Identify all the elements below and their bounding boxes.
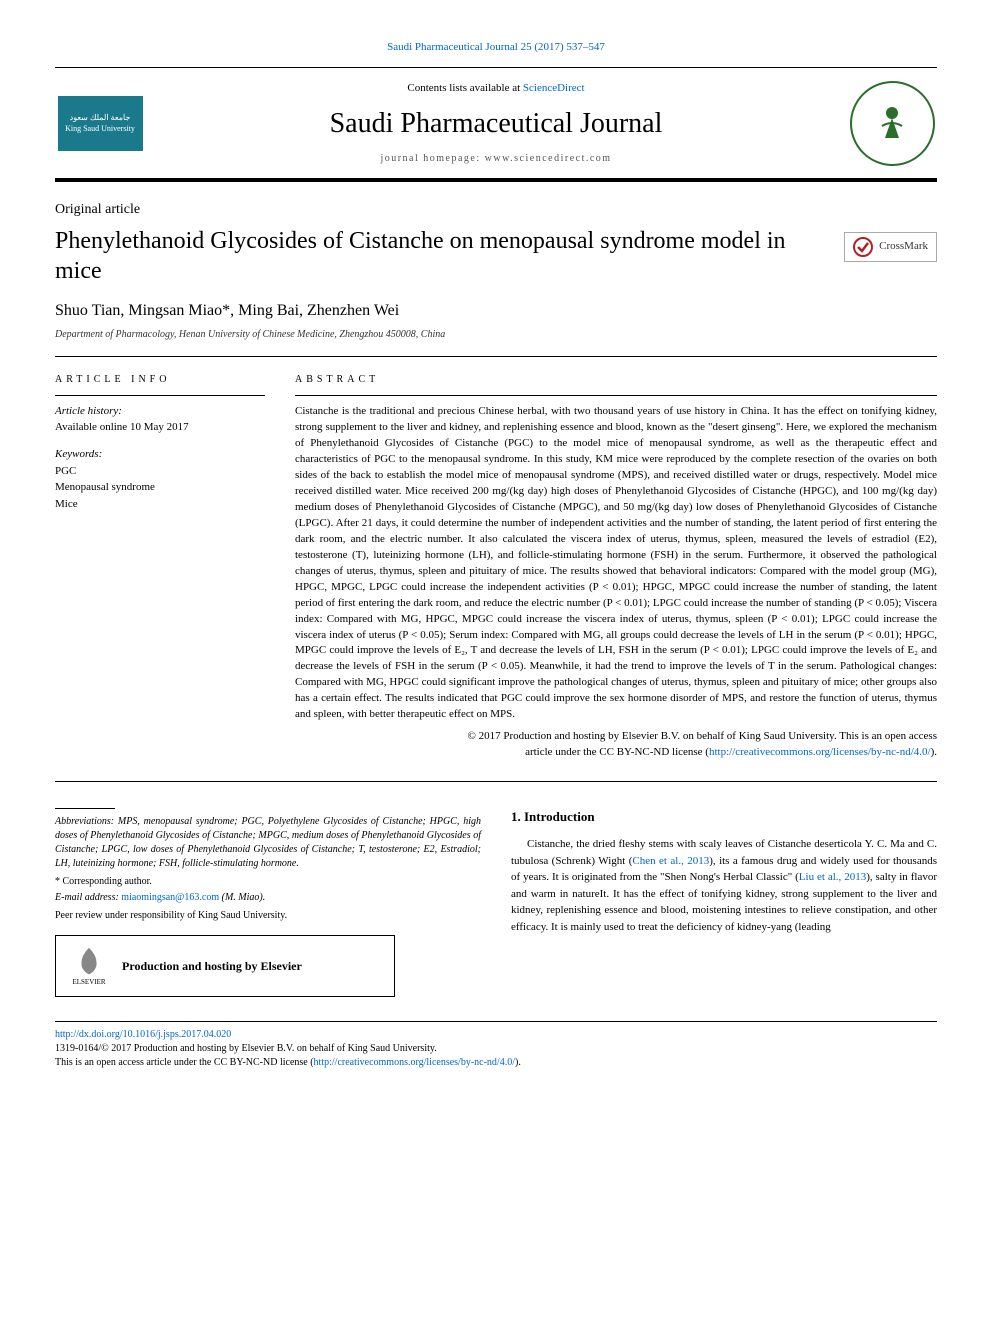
abstract-divider (295, 395, 937, 396)
crossmark-label: CrossMark (879, 239, 928, 254)
abstract-heading: abstract (295, 373, 937, 387)
masthead-center: Contents lists available at ScienceDirec… (145, 81, 847, 166)
license-text: © 2017 Production and hosting by Elsevie… (295, 729, 937, 761)
title-row: Phenylethanoid Glycosides of Cistanche o… (55, 226, 937, 286)
info-divider (55, 395, 265, 396)
sps-logo-icon (850, 81, 935, 166)
keyword-item: PGC (55, 463, 265, 480)
contents-prefix: Contents lists available at (407, 82, 522, 94)
sciencedirect-link[interactable]: ScienceDirect (523, 82, 585, 94)
homepage-line: journal homepage: www.sciencedirect.com (145, 152, 847, 166)
footer-copyright: 1319-0164/© 2017 Production and hosting … (55, 1043, 437, 1054)
keyword-item: Menopausal syndrome (55, 479, 265, 496)
article-title: Phenylethanoid Glycosides of Cistanche o… (55, 226, 844, 286)
journal-logo-right (847, 78, 937, 168)
footer-oa-link[interactable]: http://creativecommons.org/licenses/by-n… (314, 1057, 515, 1068)
article-info-column: article info Article history: Available … (55, 373, 265, 761)
article-type: Original article (55, 200, 937, 220)
homepage-url[interactable]: www.sciencedirect.com (485, 153, 612, 164)
elsevier-logo-icon: ELSEVIER (70, 944, 108, 988)
corresponding-author: * Corresponding author. (55, 875, 481, 889)
footnote-divider (55, 808, 115, 809)
email-suffix: (M. Miao). (219, 892, 265, 903)
license-link[interactable]: http://creativecommons.org/licenses/by-n… (709, 746, 931, 758)
introduction-body: Cistanche, the dried fleshy stems with s… (511, 836, 937, 935)
email-line: E-mail address: miaomingsan@163.com (M. … (55, 891, 481, 905)
abbrev-body: Abbreviations: MPS, menopausal syndrome;… (55, 816, 481, 869)
info-abstract-row: article info Article history: Available … (55, 373, 937, 782)
citation-text[interactable]: Saudi Pharmaceutical Journal 25 (2017) 5… (387, 41, 605, 53)
abbreviations-text: Abbreviations: MPS, menopausal syndrome;… (55, 815, 481, 871)
history-value: Available online 10 May 2017 (55, 420, 265, 435)
tree-icon (71, 944, 107, 978)
doi-link[interactable]: http://dx.doi.org/10.1016/j.jsps.2017.04… (55, 1029, 231, 1040)
article-info-heading: article info (55, 373, 265, 387)
license-line2-prefix: article under the CC BY-NC-ND license ( (525, 746, 709, 758)
footer-oa-suffix: ). (515, 1057, 521, 1068)
license-line1: © 2017 Production and hosting by Elsevie… (468, 730, 937, 742)
publisher-logo-left: جامعة الملك سعود King Saud University (55, 78, 145, 168)
ksu-logo: جامعة الملك سعود King Saud University (58, 96, 143, 151)
abstract-body: Cistanche is the traditional and preciou… (295, 404, 937, 723)
ref-link[interactable]: Liu et al., 2013 (799, 871, 866, 883)
history-label: Article history: (55, 404, 265, 419)
divider (55, 356, 937, 357)
abstract-column: abstract Cistanche is the traditional an… (295, 373, 937, 761)
introduction-column: 1. Introduction Cistanche, the dried fle… (511, 808, 937, 997)
keywords-label: Keywords: (55, 447, 265, 462)
license-line2-suffix: ). (931, 746, 937, 758)
keyword-item: Mice (55, 496, 265, 513)
emblem-icon (867, 98, 917, 148)
elsevier-label: ELSEVIER (72, 978, 105, 988)
footnotes-column: Abbreviations: MPS, menopausal syndrome;… (55, 808, 481, 997)
authors: Shuo Tian, Mingsan Miao*, Ming Bai, Zhen… (55, 300, 937, 322)
affiliation: Department of Pharmacology, Henan Univer… (55, 328, 937, 342)
lower-columns: Abbreviations: MPS, menopausal syndrome;… (55, 808, 937, 997)
page-footer: http://dx.doi.org/10.1016/j.jsps.2017.04… (55, 1021, 937, 1070)
top-citation-link[interactable]: Saudi Pharmaceutical Journal 25 (2017) 5… (55, 40, 937, 55)
peer-review-text: Peer review under responsibility of King… (55, 909, 481, 923)
homepage-prefix: journal homepage: (380, 153, 484, 164)
footer-oa-prefix: This is an open access article under the… (55, 1057, 314, 1068)
hosting-box: ELSEVIER Production and hosting by Elsev… (55, 935, 395, 997)
email-label: E-mail address: (55, 892, 121, 903)
introduction-heading: 1. Introduction (511, 808, 937, 826)
ref-link[interactable]: Chen et al., 2013 (632, 855, 709, 867)
contents-line: Contents lists available at ScienceDirec… (145, 81, 847, 96)
email-link[interactable]: miaomingsan@163.com (121, 892, 219, 903)
crossmark-icon (853, 237, 873, 257)
masthead: جامعة الملك سعود King Saud University Co… (55, 67, 937, 182)
crossmark-button[interactable]: CrossMark (844, 232, 937, 262)
hosting-text: Production and hosting by Elsevier (122, 958, 302, 975)
keywords-list: PGC Menopausal syndrome Mice (55, 463, 265, 513)
journal-name: Saudi Pharmaceutical Journal (145, 104, 847, 143)
